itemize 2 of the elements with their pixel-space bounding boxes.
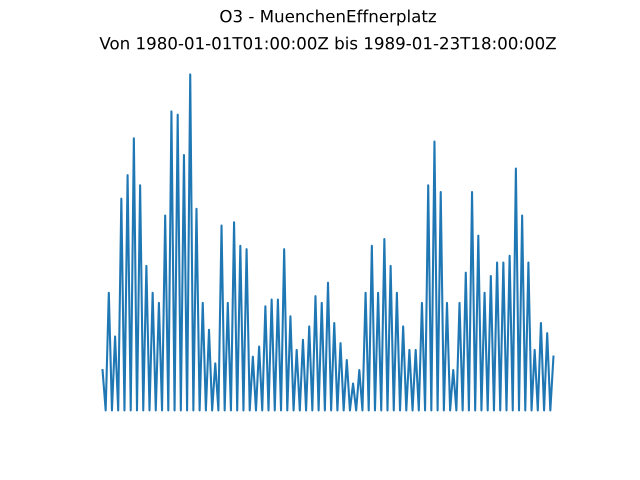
chart-title: O3 - MuenchenEffnerplatz: [220, 10, 436, 26]
chart-subtitle: Von 1980-01-01T01:00:00Z bis 1989-01-23T18:00:00Z: [99, 36, 556, 50]
